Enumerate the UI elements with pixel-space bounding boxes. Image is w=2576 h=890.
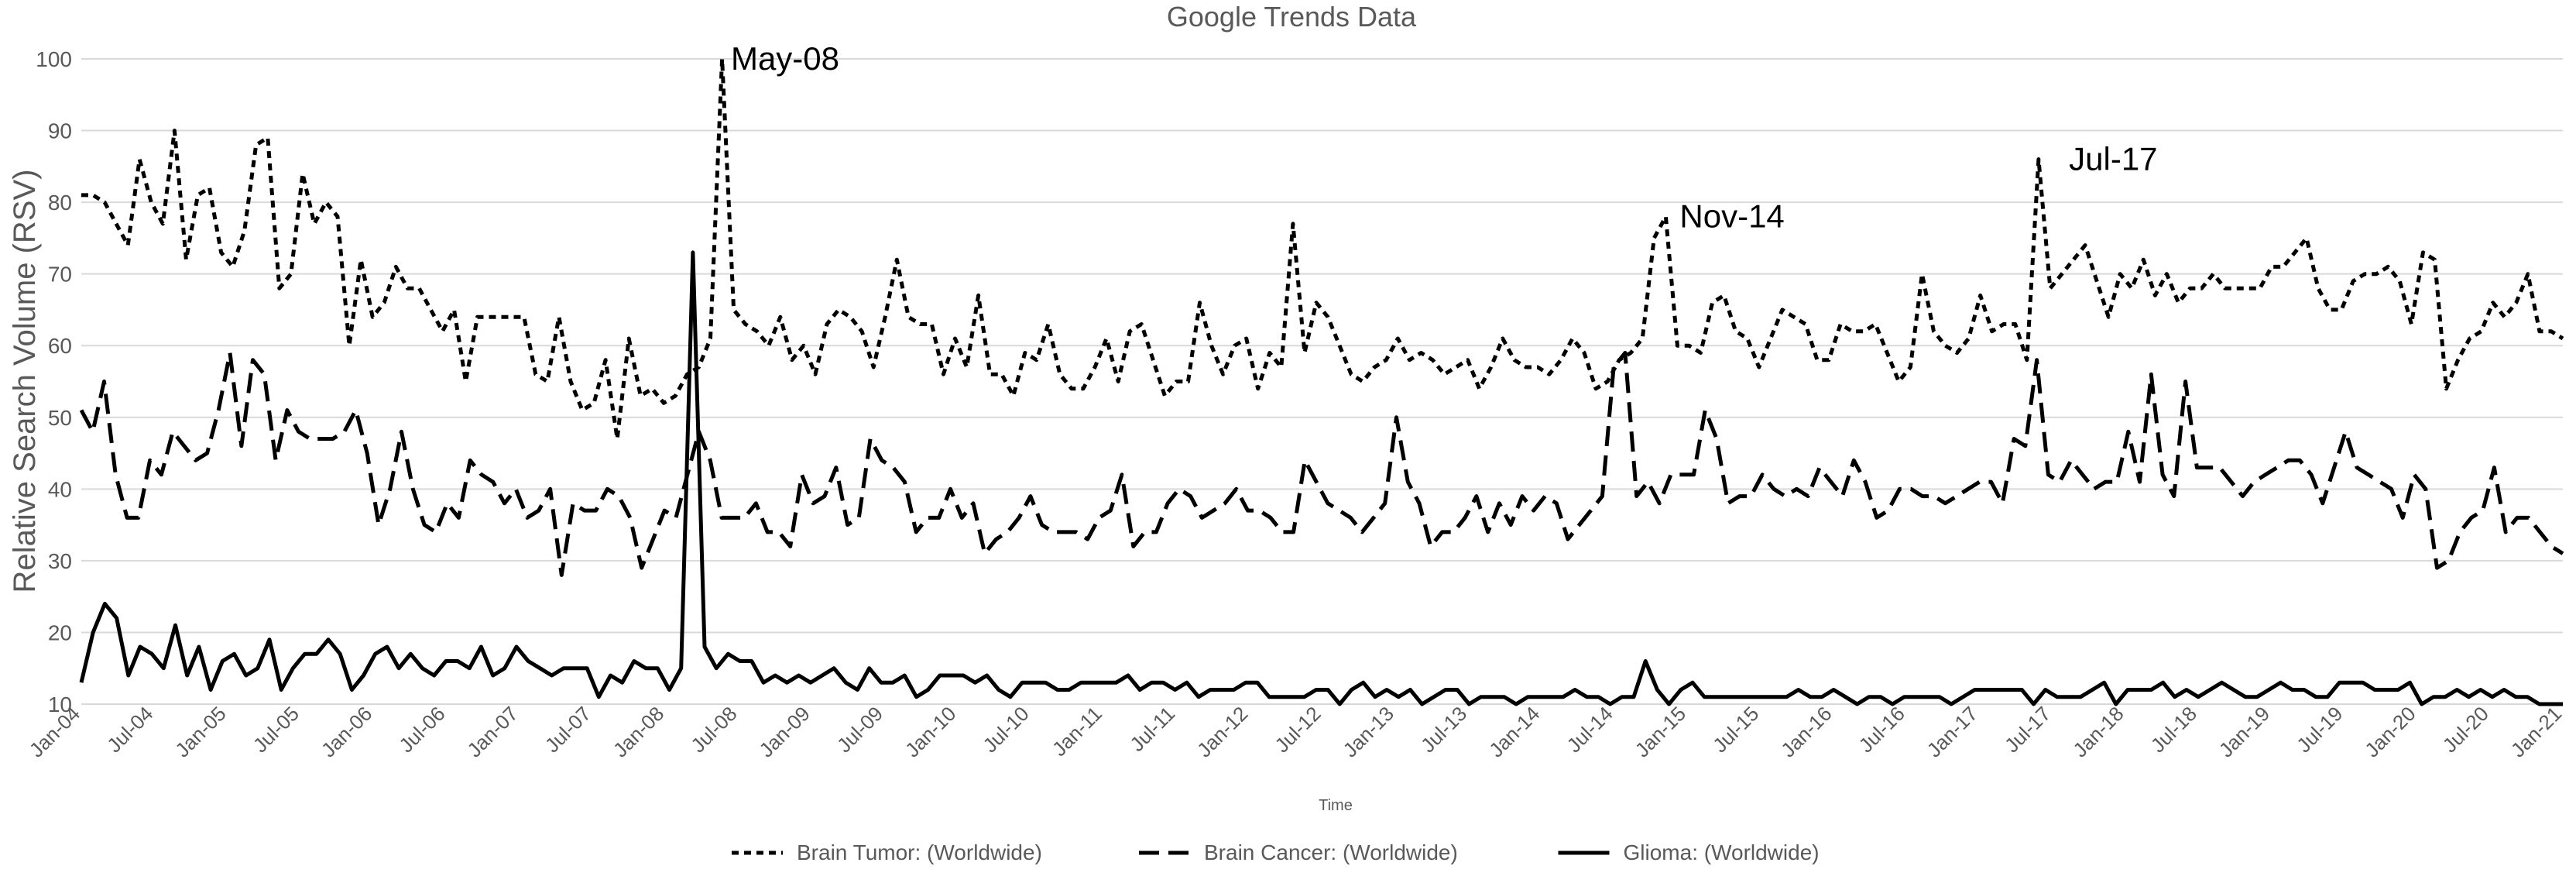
x-tick-label: Jan-12 — [1192, 702, 1252, 761]
y-tick-label: 80 — [48, 191, 72, 215]
y-tick-label: 20 — [48, 620, 72, 644]
x-tick-label: Jul-09 — [832, 702, 887, 757]
x-tick-label: Jul-10 — [978, 702, 1033, 757]
x-tick-label: Jul-14 — [1562, 702, 1617, 757]
gridlines — [81, 58, 2563, 705]
x-tick-label: Jan-07 — [462, 702, 522, 761]
x-tick-label: Jul-06 — [394, 702, 449, 757]
annotation-label: May-08 — [731, 40, 839, 77]
series-lines — [79, 57, 2564, 706]
series-line-glioma — [79, 250, 2563, 706]
x-tick-label: Jan-15 — [1631, 702, 1690, 761]
x-tick-label: Jul-04 — [102, 702, 157, 757]
x-tick-label: Jan-21 — [2506, 702, 2566, 761]
annotation-label: Nov-14 — [1679, 198, 1784, 235]
y-axis-ticks: 10 20 30 40 50 60 70 80 90 100 — [36, 47, 72, 716]
x-tick-label: Jul-16 — [1854, 702, 1909, 757]
series-line-brain-tumor — [81, 57, 2564, 441]
annotation-label: Jul-17 — [2069, 141, 2157, 177]
x-tick-label: Jul-13 — [1416, 702, 1471, 757]
x-tick-label: Jan-08 — [609, 702, 668, 761]
x-tick-label: Jan-11 — [1048, 702, 1106, 761]
y-tick-label: 10 — [48, 692, 72, 716]
x-tick-label: Jan-14 — [1484, 702, 1544, 761]
x-tick-label: Jan-20 — [2360, 702, 2420, 761]
y-axis-label: Relative Search Volume (RSV) — [8, 170, 42, 593]
y-tick-label: 50 — [48, 406, 72, 430]
legend-label: Brain Tumor: (Worldwide) — [797, 840, 1042, 864]
x-tick-label: Jul-18 — [2146, 702, 2201, 757]
legend-label: Glioma: (Worldwide) — [1624, 840, 1820, 864]
y-tick-label: 90 — [48, 119, 72, 143]
x-tick-label: Jan-05 — [170, 702, 230, 761]
legend: Brain Tumor: (Worldwide) Brain Cancer: (W… — [732, 840, 1820, 864]
x-axis-ticks: Jan-04 Jul-04 Jan-05 Jul-05 Jan-06 Jul-06 Jan-… — [25, 702, 2566, 761]
x-axis-label: Time — [1319, 797, 1353, 814]
x-tick-label: Jul-15 — [1708, 702, 1763, 757]
x-tick-label: Jan-13 — [1339, 702, 1398, 761]
x-tick-label: Jul-17 — [2000, 702, 2055, 757]
x-tick-label: Jan-06 — [317, 702, 376, 761]
y-tick-label: 70 — [48, 263, 72, 287]
legend-label: Brain Cancer: (Worldwide) — [1204, 840, 1458, 864]
y-tick-label: 60 — [48, 334, 72, 358]
x-tick-label: Jan-16 — [1776, 702, 1836, 761]
x-tick-label: Jan-09 — [754, 702, 814, 761]
x-tick-label: Jan-18 — [2068, 702, 2128, 761]
x-tick-label: Jul-07 — [540, 702, 595, 757]
x-tick-label: Jul-20 — [2438, 702, 2493, 757]
x-tick-label: Jul-08 — [686, 702, 741, 757]
x-tick-label: Jul-05 — [249, 702, 304, 757]
y-tick-label: 100 — [36, 47, 72, 71]
x-tick-label: Jan-19 — [2214, 702, 2274, 761]
x-tick-label: Jan-10 — [900, 702, 960, 761]
annotations: May-08 Nov-14 Jul-17 — [731, 40, 2158, 235]
chart-title: Google Trends Data — [1167, 1, 1417, 33]
x-tick-label: Jul-12 — [1270, 702, 1325, 757]
y-tick-label: 40 — [48, 477, 72, 501]
x-tick-label: Jan-17 — [1923, 702, 1982, 761]
x-tick-label: Jul-11 — [1125, 702, 1179, 756]
y-tick-label: 30 — [48, 549, 72, 573]
series-line-brain-cancer — [79, 351, 2564, 577]
x-tick-label: Jul-19 — [2292, 702, 2347, 757]
